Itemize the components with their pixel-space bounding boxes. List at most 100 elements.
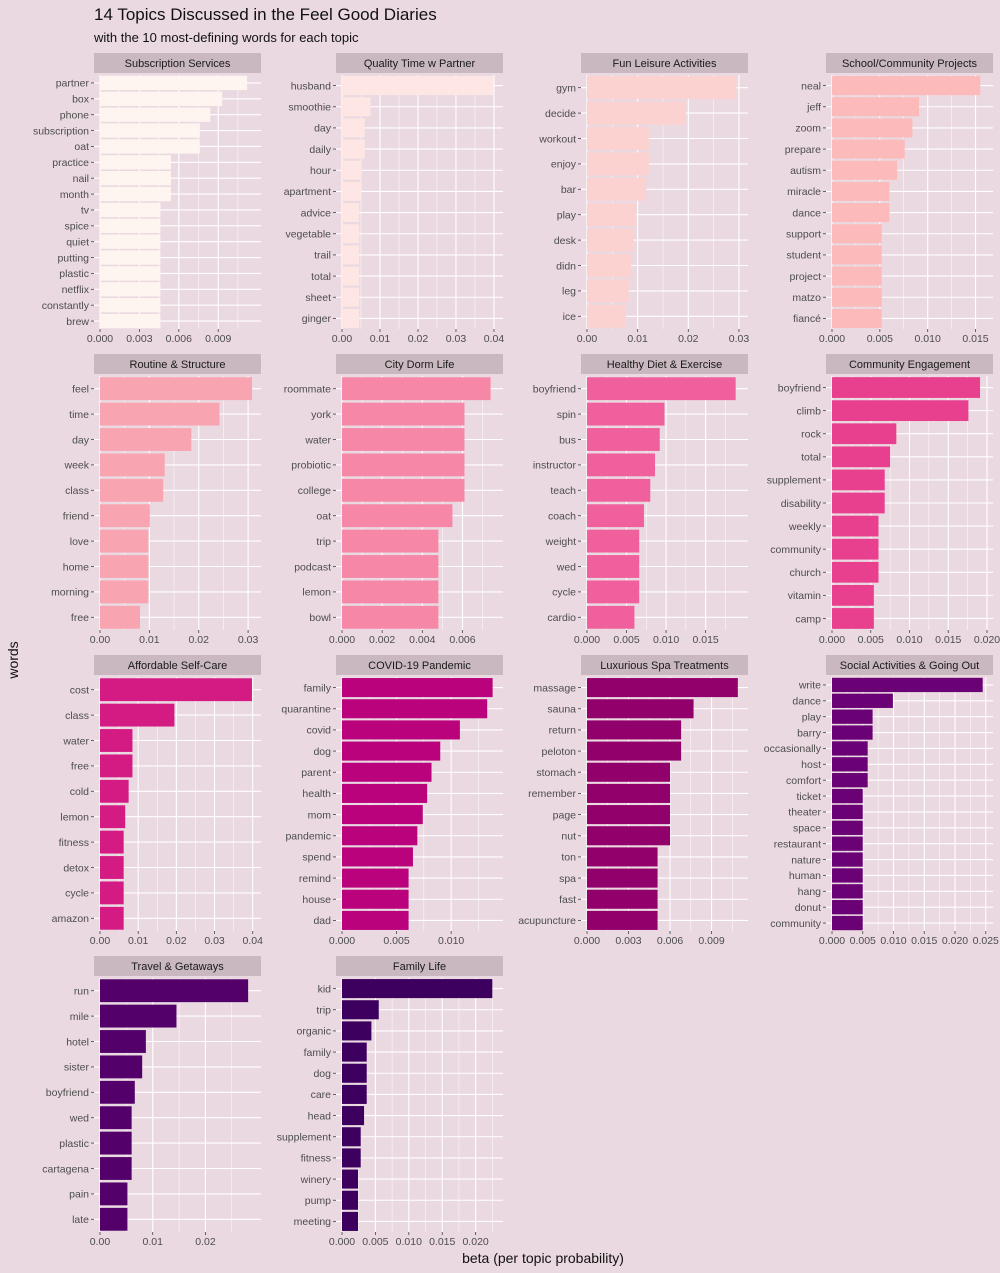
bar (832, 868, 863, 883)
y-tick-label: remember (528, 788, 576, 800)
y-tick-label: winery (300, 1174, 332, 1186)
bar (342, 1084, 367, 1104)
x-tick-label: 0.006 (449, 634, 475, 646)
y-tick-label: love (70, 536, 89, 548)
y-tick-label: matzo (792, 292, 821, 304)
bar (342, 97, 371, 117)
x-tick-label: 0.010 (880, 935, 906, 947)
facet-title: City Dorm Life (385, 359, 455, 371)
y-tick-label: kid (318, 983, 332, 995)
y-tick-label: weekly (788, 521, 822, 533)
bar (832, 677, 983, 693)
y-tick-label: nut (561, 831, 576, 843)
y-tick-label: wed (69, 1113, 89, 1125)
bar (100, 91, 223, 106)
y-tick-label: peloton (542, 746, 577, 758)
bar (342, 555, 439, 578)
y-tick-label: autism (790, 165, 821, 177)
x-tick-label: 0.010 (896, 634, 922, 646)
y-tick-label: podcast (294, 561, 331, 573)
bar (342, 266, 360, 286)
bar (100, 678, 252, 702)
y-tick-label: free (71, 761, 89, 773)
y-tick-label: donut (795, 902, 821, 914)
y-tick-label: week (63, 460, 89, 472)
bar (587, 847, 658, 867)
facet-title: Quality Time w Partner (364, 58, 476, 70)
facet-strip (826, 655, 993, 675)
facet-panel: Healthy Diet & Exercise 0.000 0.005 0.010 0.… (533, 354, 748, 646)
x-tick-label: 0.003 (615, 935, 641, 947)
x-tick-label: 0.010 (915, 333, 941, 345)
facet-strip (581, 655, 748, 675)
x-tick-label: 0.03 (204, 935, 225, 947)
bar (100, 298, 161, 313)
facet-strip (336, 655, 503, 675)
x-tick-label: 0.006 (657, 935, 683, 947)
x-tick-label: 0.000 (574, 634, 600, 646)
y-tick-label: bus (559, 434, 576, 446)
x-tick-label: 0.025 (973, 935, 999, 947)
y-tick-label: quarantine (281, 704, 331, 716)
bar (100, 1131, 132, 1155)
bar (342, 287, 360, 307)
bar (100, 529, 149, 553)
bar (100, 234, 161, 249)
y-tick-label: support (786, 229, 821, 241)
y-tick-label: family (304, 1047, 332, 1059)
bar (342, 377, 491, 401)
facet-panel: Quality Time w Partner 0.00 0.01 0.02 0.03 0.… (284, 53, 504, 345)
y-tick-label: project (789, 271, 821, 283)
y-tick-label: quiet (66, 236, 89, 248)
plot-panel (826, 75, 993, 329)
bar (832, 181, 890, 201)
y-tick-label: run (74, 986, 89, 998)
bar (342, 160, 361, 180)
bar (100, 186, 171, 202)
y-tick-label: return (549, 725, 577, 737)
y-tick-label: instructor (533, 460, 577, 472)
bar (342, 805, 423, 825)
y-tick-label: dog (313, 1068, 331, 1080)
bar (832, 852, 863, 867)
x-tick-label: 0.000 (574, 935, 600, 947)
x-tick-label: 0.005 (867, 333, 893, 345)
y-tick-label: sheet (305, 292, 331, 304)
y-tick-label: feel (72, 384, 89, 396)
bar (100, 979, 249, 1003)
y-tick-label: zoom (795, 123, 821, 135)
y-tick-label: gym (556, 83, 576, 95)
bar (587, 826, 671, 846)
x-tick-label: 0.00 (90, 1236, 111, 1248)
bar (587, 605, 635, 629)
y-tick-label: home (63, 561, 89, 573)
bar (342, 605, 439, 629)
y-tick-label: mom (308, 809, 332, 821)
y-tick-label: nature (791, 854, 821, 866)
y-tick-label: covid (306, 725, 331, 737)
y-tick-label: cold (70, 786, 89, 798)
bar (587, 428, 660, 451)
y-tick-label: play (557, 210, 577, 222)
bar (100, 402, 220, 426)
bar (587, 762, 671, 782)
y-tick-label: health (302, 788, 331, 800)
y-tick-label: vegetable (285, 229, 331, 241)
facet-panel: Affordable Self-Care 0.00 0.01 0.02 0.03 0.04… (52, 655, 263, 947)
y-tick-label: house (302, 894, 331, 906)
x-tick-label: 0.005 (858, 634, 884, 646)
y-tick-label: coach (548, 511, 576, 523)
y-tick-label: detox (63, 862, 89, 874)
y-tick-label: occasionally (764, 743, 822, 755)
bar (100, 580, 149, 604)
x-tick-label: 0.015 (935, 634, 961, 646)
bar (100, 1055, 143, 1079)
y-tick-label: class (65, 710, 89, 722)
bar (832, 160, 898, 180)
x-tick-label: 0.02 (166, 935, 187, 947)
facet-panel: COVID-19 Pandemic 0.000 0.005 0.010 family qu… (281, 655, 503, 947)
y-tick-label: hotel (66, 1036, 89, 1048)
facet-title: COVID-19 Pandemic (368, 660, 471, 672)
y-tick-label: friend (63, 511, 89, 523)
bar (342, 453, 465, 477)
